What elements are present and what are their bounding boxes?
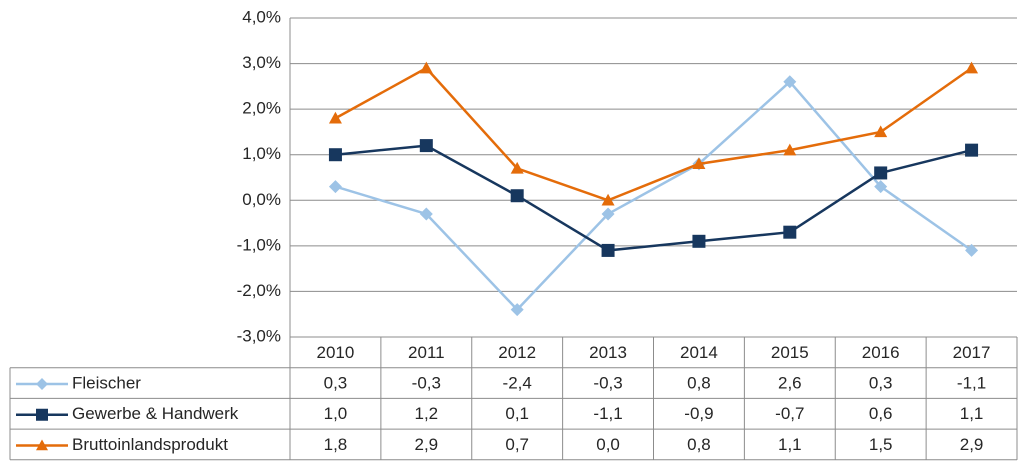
x-tick-label: 2017: [953, 343, 991, 362]
table-value: 1,1: [960, 404, 984, 423]
table-value: 2,9: [960, 435, 984, 454]
marker: [783, 143, 797, 156]
legend-label: Bruttoinlandsprodukt: [72, 435, 228, 454]
table-value: -1,1: [593, 404, 622, 423]
table-value: 0,3: [869, 374, 893, 393]
marker: [601, 243, 615, 257]
table-value: 0,3: [324, 374, 348, 393]
marker: [783, 225, 797, 239]
y-tick-label: -3,0%: [237, 326, 281, 345]
series-line: [335, 80, 973, 312]
table-value: 0,0: [596, 435, 620, 454]
x-tick-label: 2012: [498, 343, 536, 362]
y-tick-label: 4,0%: [242, 7, 281, 26]
table-value: 2,9: [414, 435, 438, 454]
y-tick-label: 1,0%: [242, 144, 281, 163]
marker: [874, 180, 888, 194]
table-value: 0,1: [505, 404, 529, 423]
series-line: [335, 144, 972, 252]
table-value: -1,1: [957, 374, 986, 393]
marker: [510, 303, 524, 317]
table-value: 1,5: [869, 435, 893, 454]
marker: [692, 157, 706, 170]
table-value: -2,4: [503, 374, 532, 393]
legend-label: Fleischer: [72, 374, 141, 393]
marker: [601, 207, 615, 221]
marker: [965, 143, 979, 157]
y-tick-label: 3,0%: [242, 53, 281, 72]
marker: [328, 180, 342, 194]
marker: [419, 139, 433, 153]
table-value: 0,8: [687, 374, 711, 393]
table-value: 1,2: [414, 404, 438, 423]
series-line: [334, 66, 973, 202]
marker: [601, 193, 615, 206]
marker: [965, 61, 979, 74]
x-tick-label: 2010: [317, 343, 355, 362]
table-value: -0,7: [775, 404, 804, 423]
marker: [692, 234, 706, 248]
table-value: 1,0: [324, 404, 348, 423]
table-value: 2,6: [778, 374, 802, 393]
table-value: 1,8: [324, 435, 348, 454]
marker: [419, 207, 433, 221]
marker: [36, 408, 48, 421]
x-tick-label: 2016: [862, 343, 900, 362]
marker: [328, 148, 342, 162]
table-value: -0,9: [684, 404, 713, 423]
x-tick-label: 2011: [408, 343, 445, 362]
table-value: 0,6: [869, 404, 893, 423]
legend-label: Gewerbe & Handwerk: [72, 404, 239, 423]
y-tick-label: 2,0%: [242, 99, 281, 118]
marker: [965, 243, 979, 257]
x-tick-label: 2013: [589, 343, 627, 362]
marker: [874, 125, 888, 138]
marker: [419, 61, 433, 74]
table-value: -0,3: [412, 374, 441, 393]
y-tick-label: 0,0%: [242, 190, 281, 209]
table-value: -0,3: [593, 374, 622, 393]
table-value: 0,7: [505, 435, 529, 454]
marker: [874, 166, 888, 180]
x-tick-label: 2014: [680, 343, 718, 362]
x-tick-label: 2015: [771, 343, 809, 362]
marker: [510, 189, 524, 203]
table-value: 0,8: [687, 435, 711, 454]
table-value: 1,1: [778, 435, 802, 454]
marker: [36, 378, 48, 391]
marker: [36, 439, 48, 451]
y-tick-label: -1,0%: [237, 235, 281, 254]
marker: [328, 111, 342, 124]
marker: [783, 75, 797, 89]
y-tick-label: -2,0%: [237, 281, 281, 300]
marker: [510, 161, 524, 174]
